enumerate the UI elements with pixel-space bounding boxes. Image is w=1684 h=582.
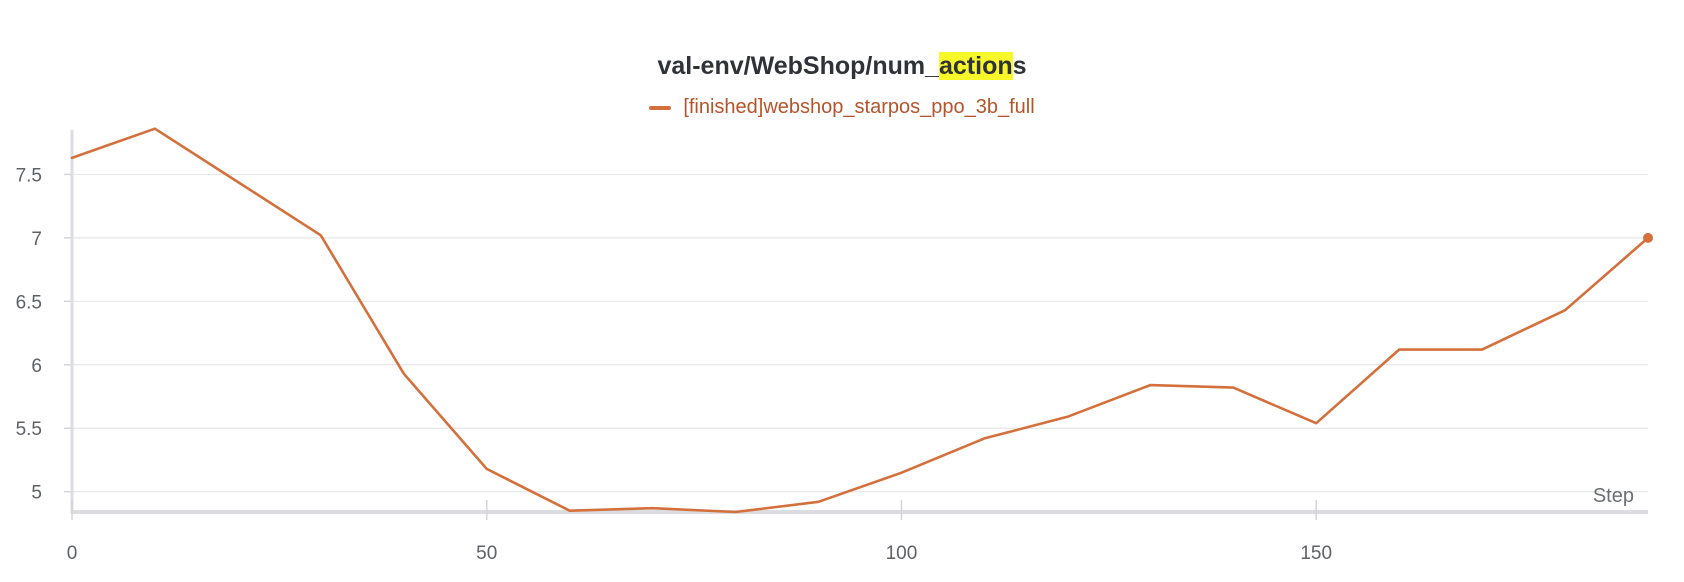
- x-tick-labels: 0 50 100 150: [67, 543, 1332, 564]
- series-end-point: [1643, 232, 1653, 243]
- y-tick-label: 5.5: [16, 419, 42, 440]
- series-lines: [70, 127, 1653, 514]
- y-tick-label: 6.5: [16, 292, 42, 313]
- chart-title-prefix: val-env/WebShop/num_: [657, 52, 939, 80]
- grid-lines: [72, 173, 1648, 493]
- y-tick-label: 7: [31, 229, 42, 250]
- legend[interactable]: [finished]webshop_starpos_ppo_3b_full: [0, 96, 1684, 119]
- x-tick-label: 100: [886, 543, 918, 564]
- x-axis-label: Step: [1593, 485, 1634, 507]
- x-tick-label: 150: [1300, 543, 1332, 564]
- chart-title: val-env/WebShop/num_actions: [0, 52, 1684, 81]
- y-tick-labels: 5 5.5 6 6.5 7 7.5: [16, 165, 42, 503]
- y-tick-label: 5: [31, 483, 42, 504]
- x-tick-label: 50: [476, 543, 497, 564]
- search-highlight: action: [939, 52, 1013, 80]
- x-tick-label: 0: [67, 543, 78, 564]
- y-tick-label: 6: [31, 356, 42, 377]
- axes: [64, 130, 1648, 520]
- legend-swatch: [649, 105, 672, 110]
- chart-title-suffix: s: [1012, 52, 1027, 80]
- y-tick-label: 7.5: [16, 165, 42, 186]
- legend-series-name: [finished]webshop_starpos_ppo_3b_full: [683, 96, 1035, 118]
- series-line: [70, 127, 1650, 514]
